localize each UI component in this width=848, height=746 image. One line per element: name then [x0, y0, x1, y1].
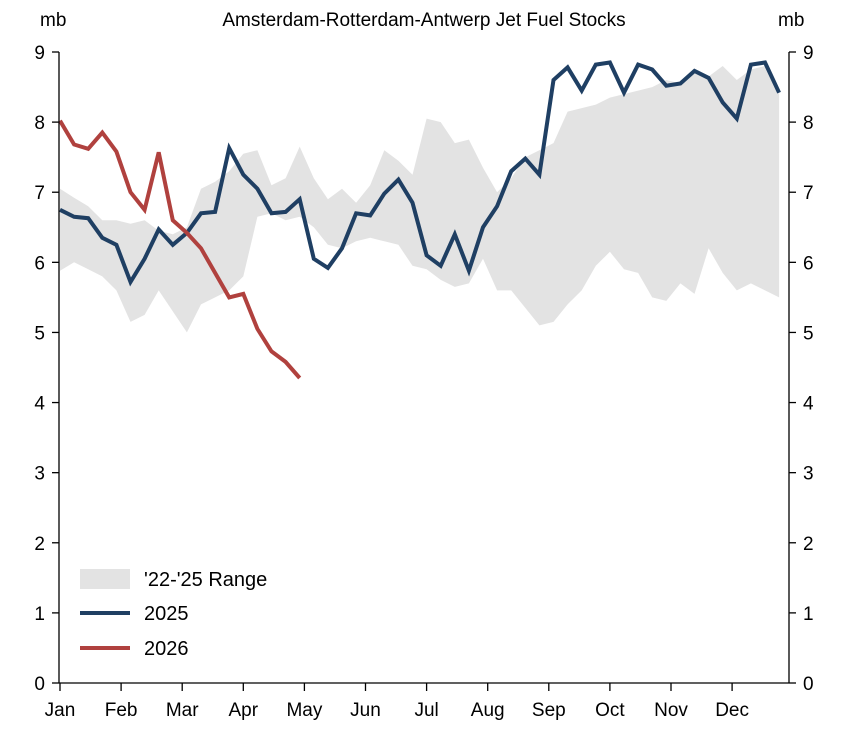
y-tick-label-left: 3: [34, 464, 45, 485]
x-tick-label: Jan: [45, 700, 76, 721]
range-band-layer: [60, 66, 780, 333]
x-tick-label: Aug: [471, 700, 505, 721]
y-tick-label-left: 7: [34, 183, 45, 204]
axes: [58, 52, 790, 684]
y-tick-label-right: 3: [803, 464, 814, 485]
y-tick-label-left: 6: [34, 253, 45, 274]
y-tick-label-left: 2: [34, 534, 45, 555]
y-tick-label-right: 9: [803, 43, 814, 64]
y-tick-label-left: 5: [34, 323, 45, 344]
y-tick-label-left: 4: [34, 394, 45, 415]
legend-label-2025: 2025: [144, 603, 189, 625]
y-axis-unit-right: mb: [778, 10, 804, 31]
legend: '22-'25 Range 2025 2026: [80, 569, 267, 660]
y-ticks: 0 0 1 1 2 2 3 3 4 4 5 5 6 6 7 7 8 8 9 9: [34, 43, 814, 695]
y-tick-label-right: 8: [803, 113, 814, 134]
x-tick-label: May: [286, 700, 322, 721]
legend-label-2026: 2026: [144, 638, 189, 660]
series-lines-layer: [58, 60, 781, 380]
chart-title: Amsterdam-Rotterdam-Antwerp Jet Fuel Sto…: [222, 10, 625, 31]
x-tick-label: Oct: [595, 700, 625, 721]
series-line-2025: [59, 60, 781, 287]
y-tick-label-left: 8: [34, 113, 45, 134]
legend-label-range: '22-'25 Range: [144, 569, 267, 591]
y-tick-label-left: 9: [34, 43, 45, 64]
range-band-area: [60, 66, 780, 333]
y-tick-label-right: 5: [803, 323, 814, 344]
y-tick-label-left: 0: [34, 674, 45, 695]
y-tick-label-right: 0: [803, 674, 814, 695]
y-tick-label-right: 2: [803, 534, 814, 555]
x-tick-label: Mar: [166, 700, 199, 721]
series-line-2026: [58, 119, 302, 380]
x-tick-label: Dec: [715, 700, 749, 721]
x-tick-label: Jun: [350, 700, 381, 721]
x-ticks: Jan Feb Mar Apr May Jun Jul Aug Sep Oct Nov Dec: [45, 683, 749, 721]
x-tick-label: Sep: [532, 700, 566, 721]
y-tick-label-left: 1: [34, 604, 45, 625]
y-tick-label-right: 1: [803, 604, 814, 625]
x-tick-label: Feb: [105, 700, 138, 721]
legend-swatch-range: [80, 569, 130, 589]
y-axis-unit-left: mb: [40, 10, 66, 31]
y-tick-label-right: 6: [803, 253, 814, 274]
x-tick-label: Jul: [414, 700, 438, 721]
y-tick-label-right: 7: [803, 183, 814, 204]
x-tick-label: Apr: [229, 700, 259, 721]
y-tick-label-right: 4: [803, 394, 814, 415]
x-tick-label: Nov: [654, 700, 688, 721]
